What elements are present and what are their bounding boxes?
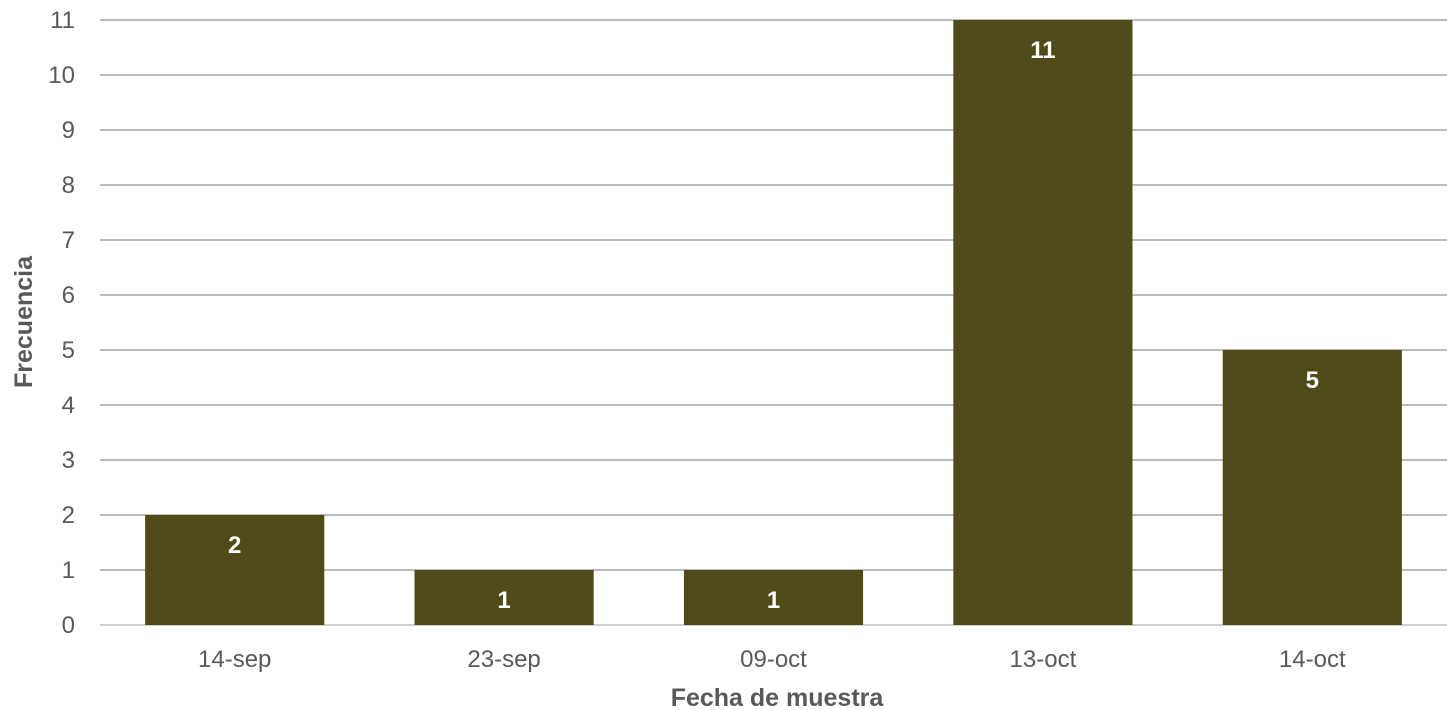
y-tick-label: 11 (50, 7, 75, 34)
data-label: 1 (767, 587, 780, 614)
y-tick-label: 2 (62, 502, 75, 529)
y-tick-label: 5 (62, 337, 75, 364)
y-tick-label: 9 (62, 117, 75, 144)
gridlines (100, 19, 1447, 626)
x-axis-title: Fecha de muestra (671, 684, 885, 710)
x-tick-label: 14-oct (1279, 646, 1346, 673)
x-tick-label: 23-sep (467, 646, 540, 673)
bar-14-sep (145, 515, 325, 625)
y-tick-label: 10 (48, 62, 75, 89)
bar-13-oct (953, 20, 1133, 625)
y-tick-label: 0 (62, 612, 75, 639)
y-tick-label: 8 (62, 172, 75, 199)
y-axis-title: Frecuencia (10, 255, 38, 388)
y-tick-label: 3 (62, 447, 75, 474)
data-label: 11 (1030, 37, 1055, 64)
y-tick-label: 1 (62, 557, 75, 584)
x-axis-ticks: 14-sep 23-sep 09-oct 13-oct 14-oct (198, 646, 1346, 673)
x-tick-label: 09-oct (740, 646, 807, 673)
x-tick-label: 14-sep (198, 646, 271, 673)
bars (145, 20, 1402, 625)
y-tick-label: 6 (62, 282, 75, 309)
data-label: 2 (228, 532, 241, 559)
bar-23-sep (414, 570, 594, 625)
bar-09-oct (683, 570, 864, 625)
x-tick-label: 13-oct (1010, 646, 1077, 673)
y-tick-label: 7 (62, 227, 75, 254)
bar-14-oct (1222, 350, 1402, 625)
y-tick-label: 4 (62, 392, 75, 419)
y-axis-ticks: 0 1 2 3 4 5 6 7 8 9 10 11 (48, 7, 75, 639)
data-label: 1 (497, 587, 510, 614)
data-label: 5 (1306, 367, 1319, 394)
